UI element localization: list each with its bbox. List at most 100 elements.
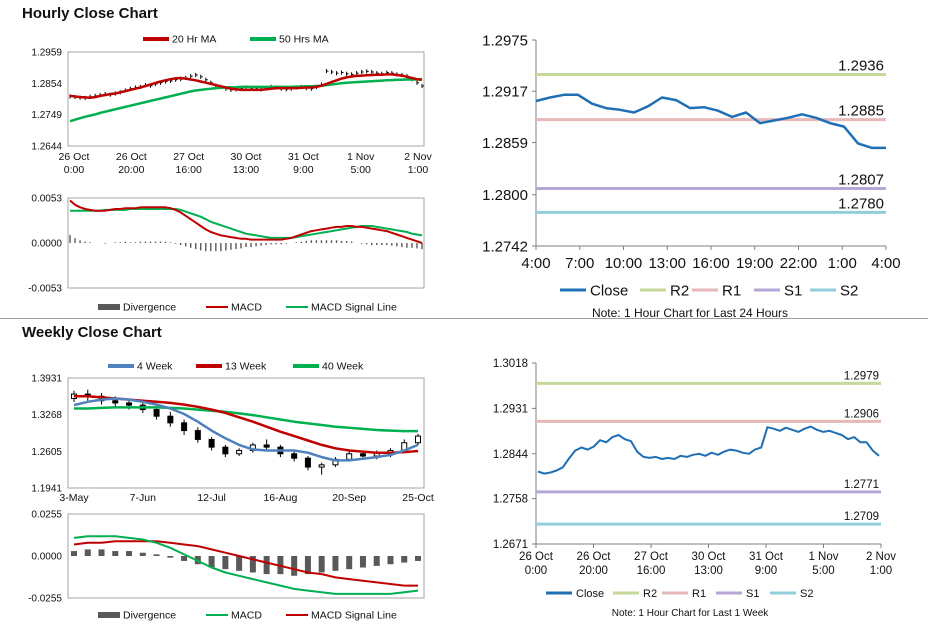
weekly-divergence-bar [373, 556, 380, 566]
weekly-divergence-bar [387, 556, 394, 565]
weekly-divergence-bar [236, 556, 243, 571]
weekly-candle-body [167, 415, 174, 424]
weekly-price-x-tick: 12-Jul [197, 492, 226, 504]
weekly-divergence-bar [291, 556, 298, 576]
weekly-candle-body [236, 449, 243, 455]
hourly-pivot-x-tick: 1:00 [828, 255, 857, 272]
hourly-signal-line [70, 208, 423, 239]
weekly-pivot-y-tick: 1.2671 [493, 539, 528, 551]
hourly-pivot-close-line [535, 93, 886, 150]
weekly-divergence-bar [84, 549, 91, 556]
hourly-price-x-tick: 0:00 [64, 164, 85, 176]
weekly-divergence-bar [139, 552, 146, 556]
weekly-price-x-tick: 20-Sep [332, 492, 366, 504]
hourly-pivot-legend-label: S1 [784, 282, 802, 299]
hourly-price-y-tick: 1.2959 [31, 48, 62, 59]
hourly-pivot-x-tick: 4:00 [871, 255, 900, 272]
hourly-pivot-x-tick: 4:00 [521, 255, 550, 272]
weekly-price-plot-frame [67, 377, 425, 489]
weekly-price-x-tick: 3-May [59, 492, 89, 504]
hourly-pivot-y-tick: 1.2917 [482, 84, 528, 101]
weekly-macd-legend-label: MACD [231, 610, 262, 622]
weekly-40w-line [74, 406, 418, 433]
weekly-price-x-tick: 16-Aug [263, 492, 297, 504]
weekly-pivot-legend-label: Close [576, 588, 604, 600]
weekly-candle-body [263, 444, 270, 448]
weekly-divergence-bar [346, 556, 353, 570]
weekly-price-y-tick: 1.2605 [31, 447, 62, 458]
hourly-price-x-tick: 2 Nov [404, 151, 432, 163]
hourly-price-plot-frame [67, 51, 425, 147]
weekly-pivot-y-tick: 1.3018 [493, 358, 528, 370]
weekly-pivot-x-tick: 0:00 [525, 565, 547, 577]
weekly-pivot-x-tick: 9:00 [755, 565, 777, 577]
weekly-divergence-bar [263, 556, 270, 575]
hourly-pivot-legend-label: Close [590, 282, 628, 299]
weekly-divergence-bar [249, 556, 256, 573]
hourly-pivot-y-tick: 1.2742 [482, 238, 528, 255]
weekly-price-x-tick: 25-Oct [402, 492, 434, 504]
weekly-13w-line [74, 395, 419, 454]
weekly-macd-y-tick: -0.0255 [28, 594, 62, 605]
weekly-candle-body [181, 422, 188, 432]
weekly-candle-body [126, 402, 133, 406]
weekly-divergence-bar [208, 556, 215, 568]
hourly-pivot-y-tick: 1.2859 [482, 135, 528, 152]
weekly-candle-body [208, 438, 215, 448]
hourly-price-x-tick: 9:00 [293, 164, 314, 176]
hourly-price-x-tick: 27 Oct [173, 151, 204, 163]
hourly-pivot-x-tick: 13:00 [648, 255, 686, 272]
weekly-candle-body [304, 457, 311, 468]
hourly-price-x-tick: 20:00 [118, 164, 144, 176]
hourly-macd-chart: 0.0053 0.0000 -0.0053 Divergence MACD MACD Si… [28, 194, 425, 314]
weekly-pivot-y-tick: 1.2844 [493, 449, 529, 461]
weekly-price-y-tick: 1.3931 [31, 374, 62, 385]
hourly-price-x-tick: 30 Oct [231, 151, 262, 163]
weekly-divergence-bar [318, 556, 325, 573]
weekly-divergence-bar [415, 556, 421, 561]
weekly-pivot-x-tick: 30 Oct [692, 551, 727, 563]
weekly-pivot-legend-label: S1 [746, 588, 759, 600]
weekly-price-y-tick: 1.3268 [31, 410, 62, 421]
weekly-pivot-y-tick: 1.2931 [493, 403, 528, 415]
hourly-price-x-tick: 5:00 [350, 164, 371, 176]
weekly-divergence-bar [181, 556, 188, 561]
hourly-price-x-tick: 31 Oct [288, 151, 319, 163]
hourly-ma20-line [69, 73, 423, 99]
weekly-candle-body [222, 446, 229, 455]
weekly-price-legend-label: 40 Week [322, 361, 364, 373]
weekly-macd-legend-label: MACD Signal Line [311, 610, 397, 622]
weekly-candle-body [359, 453, 366, 457]
weekly-divergence-bar [98, 549, 105, 556]
weekly-candle-body [153, 409, 160, 417]
weekly-macd-plot-frame [67, 513, 425, 599]
weekly-price-x-tick: 7-Jun [130, 492, 156, 504]
hourly-ma50-line [69, 77, 423, 123]
hourly-price-x-tick: 26 Oct [116, 151, 147, 163]
weekly-pivot-x-tick: 1:00 [870, 565, 892, 577]
weekly-pivot-x-tick: 26 Oct [577, 551, 612, 563]
weekly-candle-body [112, 400, 119, 404]
weekly-pivot-legend-label: R1 [692, 588, 706, 600]
hourly-pivot-y-tick: 1.2800 [482, 187, 528, 204]
weekly-pivot-x-tick: 27 Oct [634, 551, 669, 563]
weekly-price-y-tick: 1.1941 [31, 484, 62, 495]
weekly-macd-y-tick: 0.0000 [31, 552, 62, 563]
hourly-pivot-x-tick: 10:00 [605, 255, 643, 272]
weekly-divergence-bar [126, 551, 133, 556]
hourly-pivot-x-tick: 22:00 [780, 255, 818, 272]
weekly-candle-body [415, 435, 421, 444]
hourly-price-y-tick: 1.2644 [31, 142, 62, 153]
weekly-pivot-level-label: 1.2979 [844, 370, 879, 382]
hourly-price-x-tick: 1 Nov [347, 151, 375, 163]
hourly-pivot-x-tick: 19:00 [736, 255, 774, 272]
hourly-macd-y-tick: 0.0000 [31, 239, 62, 250]
hourly-pivot-y-tick: 1.2975 [482, 32, 528, 49]
weekly-pivot-x-tick: 16:00 [637, 565, 666, 577]
hourly-price-legend-label: 20 Hr MA [172, 34, 216, 46]
hourly-macd-plot-frame [67, 197, 425, 289]
weekly-pivot-level-label: 1.2709 [844, 511, 879, 523]
